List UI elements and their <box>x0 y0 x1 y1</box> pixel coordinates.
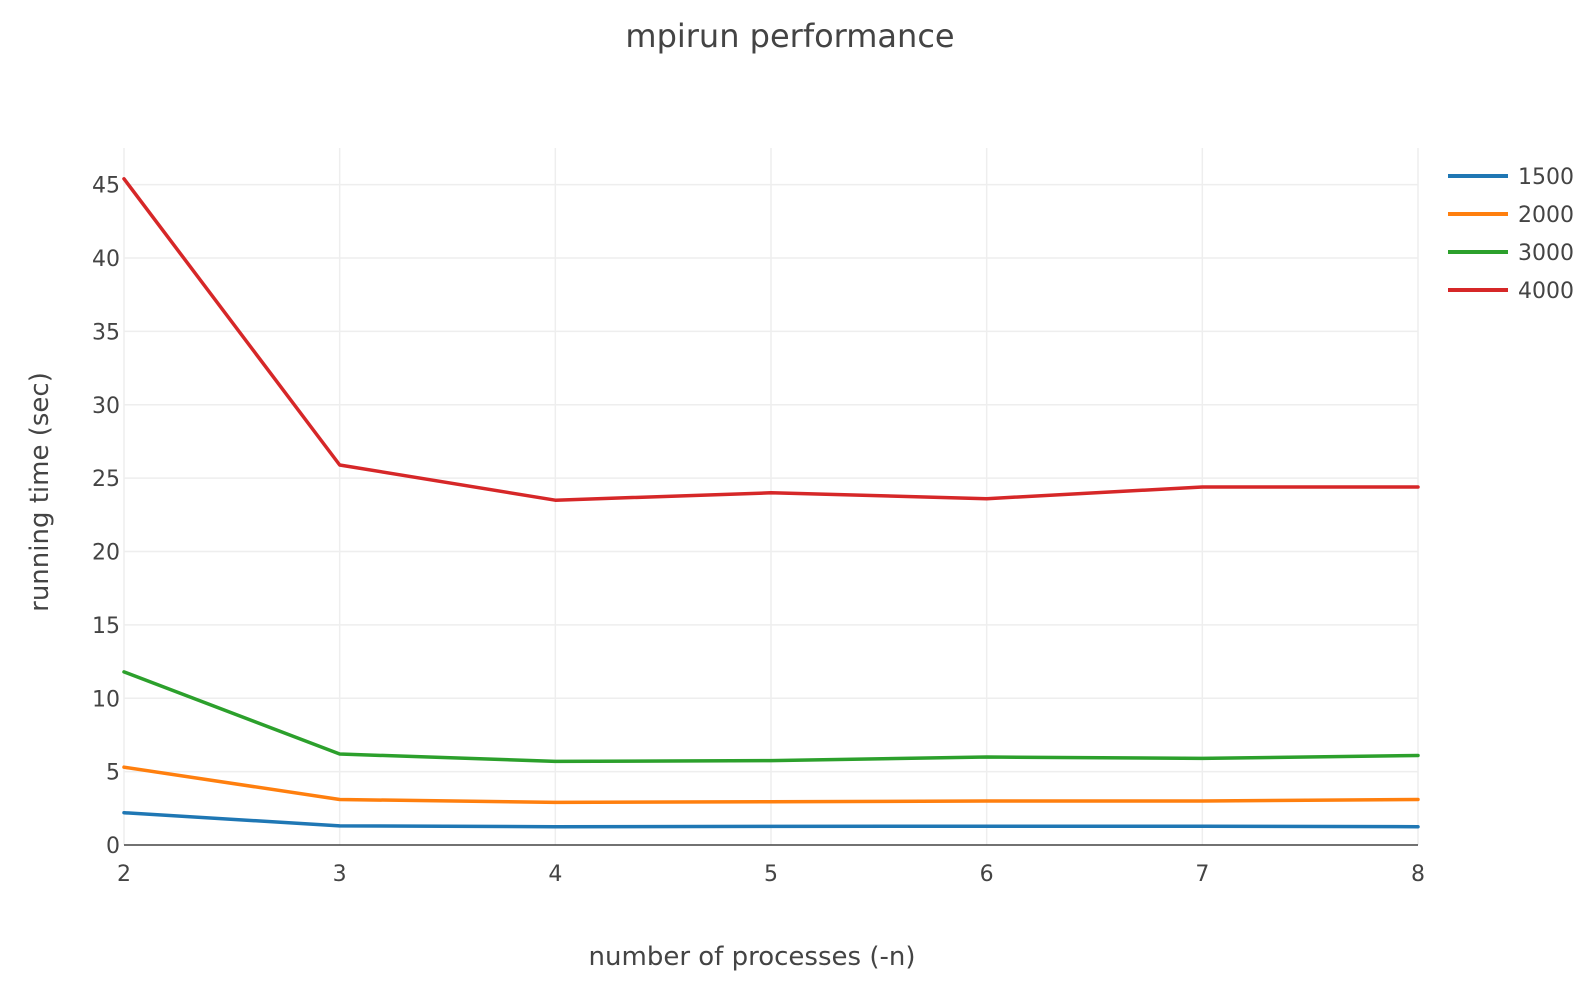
series-line-2000[interactable] <box>122 765 1420 805</box>
legend-item-4000[interactable]: 4000 <box>1448 279 1574 304</box>
legend-label: 1500 <box>1518 165 1574 190</box>
series-lines <box>122 177 1420 829</box>
y-tick-label: 30 <box>92 394 120 419</box>
legend-label: 4000 <box>1518 279 1574 304</box>
y-tick-label: 35 <box>92 320 120 345</box>
y-tick-label: 45 <box>92 174 120 199</box>
y-tick-label: 5 <box>106 761 120 786</box>
x-tick-label: 5 <box>764 862 778 887</box>
y-tick-label: 0 <box>106 834 120 859</box>
y-tick-label: 25 <box>92 467 120 492</box>
x-tick-label: 4 <box>548 862 562 887</box>
legend-item-1500[interactable]: 1500 <box>1448 165 1574 190</box>
grid <box>123 148 1419 845</box>
legend-item-3000[interactable]: 3000 <box>1448 241 1574 266</box>
x-tick-label: 6 <box>980 862 994 887</box>
x-tick-label: 8 <box>1411 862 1425 887</box>
legend-label: 2000 <box>1518 203 1574 228</box>
legend-label: 3000 <box>1518 241 1574 266</box>
x-tick-label: 2 <box>117 862 131 887</box>
series-line-3000[interactable] <box>122 670 1420 764</box>
series-line-1500[interactable] <box>122 810 1420 829</box>
y-tick-label: 20 <box>92 541 120 566</box>
y-tick-label: 40 <box>92 247 120 272</box>
y-axis-title: running time (sec) <box>25 372 55 612</box>
x-tick-label: 3 <box>333 862 347 887</box>
series-line-4000[interactable] <box>122 177 1420 502</box>
x-axis-title: number of processes (-n) <box>589 942 916 972</box>
y-tick-label: 15 <box>92 614 120 639</box>
legend: 1500 2000 3000 4000 <box>1448 165 1574 304</box>
legend-item-2000[interactable]: 2000 <box>1448 203 1574 228</box>
x-tick-label: 7 <box>1195 862 1209 887</box>
chart-title: mpirun performance <box>625 17 954 55</box>
y-tick-label: 10 <box>92 687 120 712</box>
